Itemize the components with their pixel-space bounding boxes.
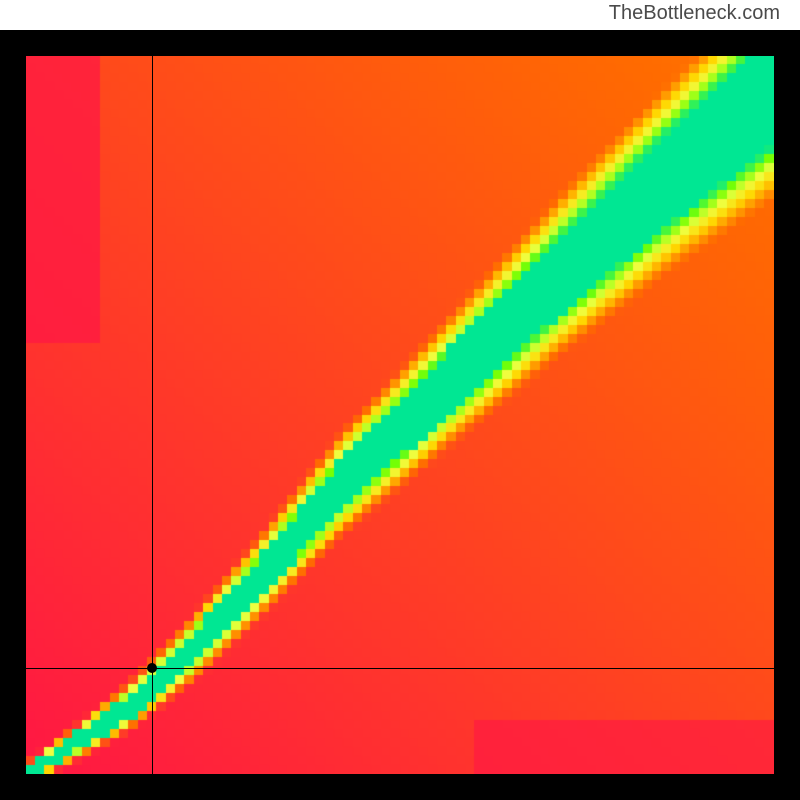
heatmap-canvas xyxy=(26,56,774,774)
crosshair-horizontal-line xyxy=(26,668,774,669)
watermark-text: TheBottleneck.com xyxy=(609,2,780,25)
heatmap-plot-area xyxy=(26,56,774,774)
crosshair-point xyxy=(147,663,157,673)
